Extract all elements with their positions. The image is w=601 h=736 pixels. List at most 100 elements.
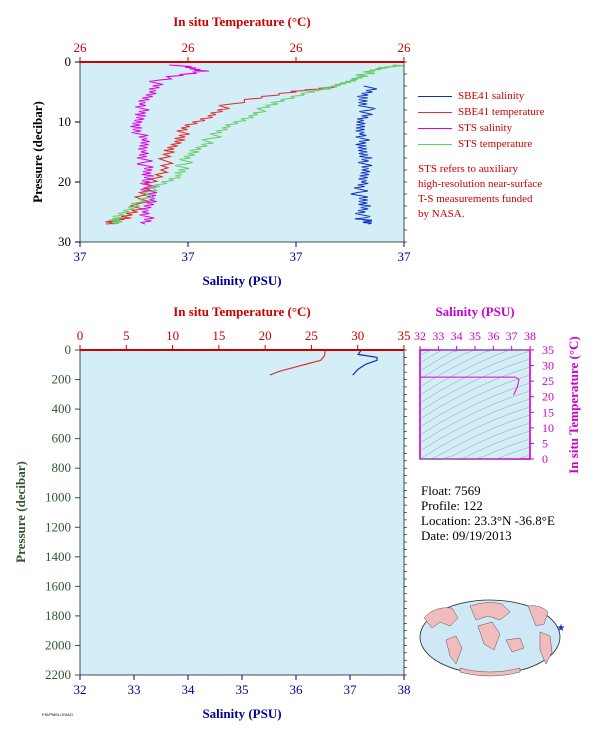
bottom-series-sbe41-salinity [352,350,378,376]
bottom-temperature-tick-label: 10 [166,328,179,343]
ts-series [420,376,520,396]
bottom-temperature-tick-label: 15 [212,328,225,343]
sts-note-line: high-resolution near-surface [418,178,543,190]
top-series-sts-salinity [130,64,210,225]
bottom-salinity-tick-label: 34 [182,682,196,697]
ts-density-contour [419,374,531,428]
bottom-pressure-tick-label: 1600 [45,578,71,593]
sts-note-line: STS refers to auxiliary [418,163,518,175]
top-temperature-tick-label: 26 [398,40,412,55]
bottom-series-sbe41-temperature [269,350,326,376]
ts-diagram: Salinity (PSU) In situ Temperature (°C) … [414,304,581,474]
bottom-salinity-tick-label: 36 [290,682,304,697]
bottom-pressure-tick-label: 1400 [45,549,71,564]
bottom-panel-pressure-axis-label: Pressure (decibar) [13,461,28,563]
top-pressure-tick-label: 20 [58,174,71,189]
sts-note-line: by NASA. [418,208,465,220]
bottom-salinity-tick-label: 33 [128,682,141,697]
top-panel-pressure-axis-label: Pressure (decibar) [30,101,45,203]
legend-swatch-sts-salinity [418,128,452,129]
bottom-pressure-tick-label: 1000 [45,490,71,505]
bottom-temperature-tick-label: 35 [398,328,411,343]
ts-salinity-tick-label: 33 [432,329,444,343]
location-row: Location: 23.3°N -36.8°E [421,513,555,528]
float-id-row: Float: 7569 [421,483,555,498]
top-salinity-tick-label: 37 [74,249,88,264]
bottom-panel-salinity-axis-label: Salinity (PSU) [202,706,281,721]
legend-swatch-sbe41-temperature [418,112,452,113]
bottom-pressure-tick-label: 200 [52,372,72,387]
ts-temperature-tick-label: 10 [542,421,554,435]
legend-label-sbe41-salinity: SBE41 salinity [458,90,525,102]
map-land [423,602,553,677]
top-series-sbe41-temperature [105,85,336,225]
bottom-salinity-tick-label: 32 [74,682,87,697]
bottom-panel-axes: 0 5 10 15 20 25 30 35 32 33 34 35 36 37 38 0 200 400 600 80… [45,328,411,697]
location-label: Location: [421,513,471,528]
date-value: 09/19/2013 [452,528,512,543]
top-panel-series [105,64,404,225]
legend-label-sts-temperature: STS temperature [458,138,533,150]
legend-label-sts-salinity: STS salinity [458,122,513,134]
bottom-pressure-tick-label: 1800 [45,608,71,623]
top-pressure-tick-label: 10 [58,114,71,129]
top-pressure-tick-label: 0 [65,54,72,69]
bottom-panel: In situ Temperature (°C) Salinity (PSU) … [13,304,411,721]
profile-row: Profile: 122 [421,498,555,513]
bottom-salinity-tick-label: 35 [236,682,249,697]
bottom-plot-background [79,349,405,676]
top-salinity-tick-label: 37 [182,249,196,264]
ts-density-contour [419,349,530,396]
bottom-temperature-tick-label: 20 [259,328,272,343]
bottom-temperature-tick-label: 5 [123,328,130,343]
top-temperature-tick-label: 26 [74,40,88,55]
bottom-pressure-tick-label: 1200 [45,519,71,534]
top-panel-legend: SBE41 salinity SBE41 temperature STS sal… [418,88,598,222]
profile-value: 122 [463,498,483,513]
ts-density-contour [420,422,531,460]
bottom-temperature-tick-label: 0 [77,328,84,343]
sts-note: STS refers to auxiliary high-resolution … [418,162,598,222]
top-panel: In situ Temperature (°C) Salinity (PSU) … [30,14,411,288]
ts-salinity-tick-label: 35 [469,329,481,343]
ts-density-contour [420,414,531,460]
top-series-sbe41-salinity [350,85,378,225]
float-id-label: Float: [421,483,452,498]
location-map: ★ [419,599,566,677]
top-temperature-tick-label: 26 [290,40,304,55]
bottom-temperature-tick-label: 25 [305,328,318,343]
bottom-pressure-tick-label: 2000 [45,637,71,652]
ts-density-contour [419,366,531,420]
legend-item-sts-salinity: STS salinity [418,120,598,136]
bottom-pressure-tick-label: 400 [52,401,72,416]
legend-label-sbe41-temperature: SBE41 temperature [458,106,545,118]
top-panel-salinity-axis-label: Salinity (PSU) [202,273,281,288]
legend-item-sts-temperature: STS temperature [418,136,598,152]
bottom-panel-temperature-axis-label: In situ Temperature (°C) [173,304,311,319]
ts-temperature-tick-label: 20 [542,390,554,404]
bottom-pressure-tick-label: 0 [65,342,72,357]
top-panel-temperature-axis-label: In situ Temperature (°C) [173,14,311,29]
ts-density-contour [419,382,531,436]
ts-salinity-axis-label: Salinity (PSU) [435,304,514,319]
sts-note-line: T-S measurements funded [418,193,533,205]
ts-series-line [420,376,520,396]
bottom-pressure-tick-label: 600 [52,431,72,446]
top-panel-axes: 26 26 26 26 37 37 37 37 0 10 20 30 [58,40,411,264]
ts-salinity-tick-label: 38 [524,329,536,343]
top-temperature-tick-label: 26 [182,40,196,55]
ts-temperature-tick-label: 30 [542,359,554,373]
ts-density-contour [419,350,531,404]
ts-temperature-tick-label: 25 [542,374,554,388]
ts-density-contour [419,398,531,452]
credit-text: FSI/PMEL/JISAO [42,712,73,717]
legend-item-sbe41-temperature: SBE41 temperature [418,104,598,120]
ts-temperature-tick-label: 35 [542,343,554,357]
ts-density-contour [419,358,531,412]
location-value: 23.3°N -36.8°E [474,513,555,528]
ts-salinity-tick-label: 32 [414,329,426,343]
top-salinity-tick-label: 37 [290,249,304,264]
profile-label: Profile: [421,498,460,513]
